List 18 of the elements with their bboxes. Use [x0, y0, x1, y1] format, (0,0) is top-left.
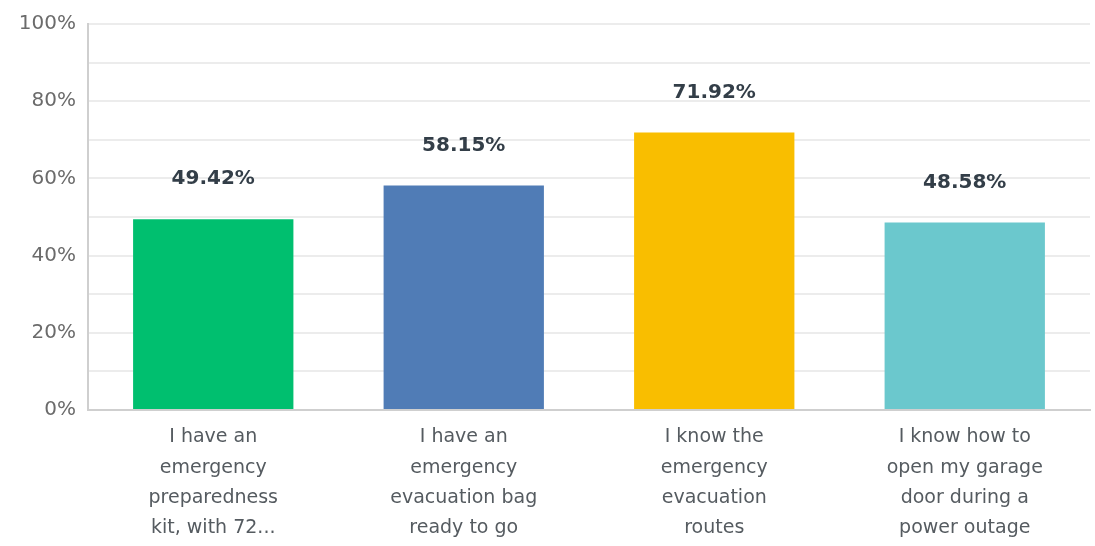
data-label: 48.58%: [923, 168, 1007, 193]
data-label: 49.42%: [171, 165, 255, 190]
y-tick-label: 20%: [31, 319, 76, 343]
bar: [634, 132, 795, 409]
data-label: 58.15%: [422, 131, 506, 156]
bar: [884, 222, 1045, 409]
y-tick-label: 80%: [31, 87, 76, 112]
bar: [383, 185, 544, 409]
y-tick-label: 40%: [31, 241, 76, 266]
x-tick-label: I know the emergency evacuation routes: [660, 424, 768, 538]
x-tick-label: I have an emergency preparedness kit, with 72...: [148, 424, 279, 538]
y-tick-label: 60%: [31, 164, 76, 189]
y-tick-label: 100%: [18, 10, 76, 35]
y-tick-label: 0%: [44, 396, 76, 421]
bar: [133, 219, 294, 409]
x-tick-label: I know how to open my garage door during a power outage: [886, 424, 1043, 538]
data-label: 71.92%: [672, 78, 756, 103]
x-tick-label: I have an emergency evacuation bag ready to go: [390, 424, 538, 538]
